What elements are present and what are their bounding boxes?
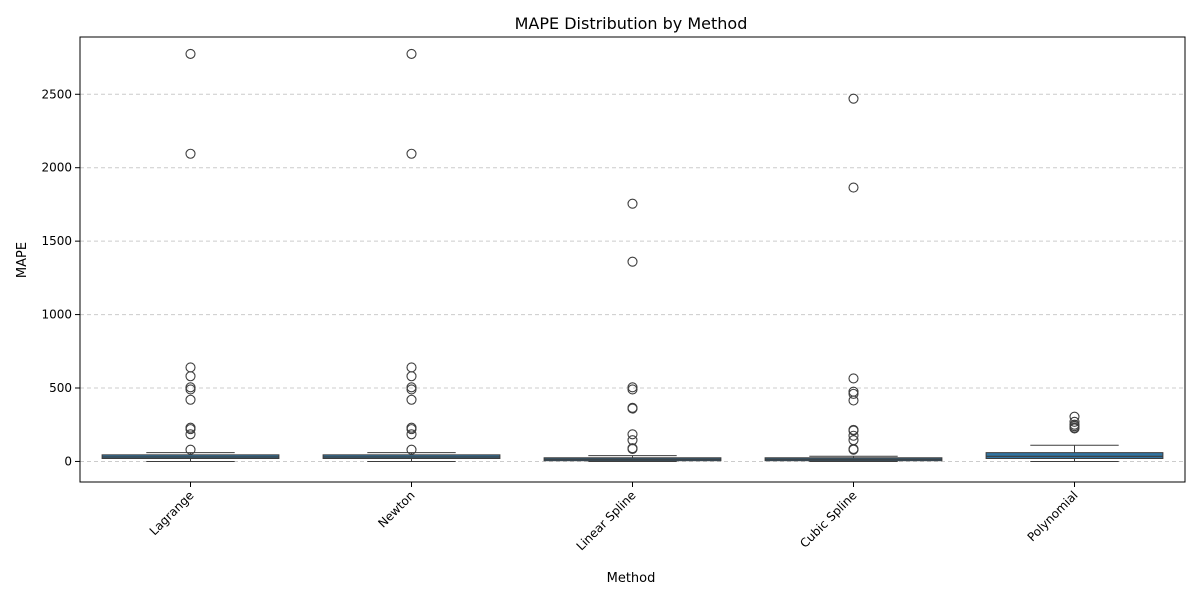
- y-tick-label: 1500: [41, 234, 72, 248]
- outlier-point: [185, 148, 196, 159]
- outlier-point: [848, 373, 859, 384]
- outlier-point: [185, 384, 196, 395]
- outlier-point: [185, 444, 196, 455]
- chart-title: MAPE Distribution by Method: [515, 14, 748, 33]
- outlier-point: [848, 425, 859, 436]
- outlier-point: [627, 429, 638, 440]
- box-iqr: [985, 452, 1164, 460]
- boxes-layer: [101, 444, 1164, 462]
- outlier-point: [627, 443, 638, 455]
- x-tick-label: Lagrange: [147, 488, 197, 538]
- outlier-point: [406, 444, 417, 455]
- x-axis-label: Method: [607, 571, 656, 586]
- outlier-point: [848, 182, 859, 193]
- x-tick-label: Cubic Spline: [797, 488, 859, 550]
- y-axis-ticks: 0 500 1000 1500 2000 2500: [41, 87, 80, 468]
- outlier-point: [1069, 416, 1080, 427]
- outlier-point: [406, 148, 417, 159]
- outlier-point: [185, 424, 196, 435]
- y-tick-label: 1000: [41, 308, 72, 322]
- outlier-point: [406, 362, 417, 373]
- outlier-point: [1069, 423, 1080, 434]
- outlier-point: [406, 424, 417, 435]
- outlier-point: [406, 429, 417, 440]
- y-tick-label: 2500: [41, 87, 72, 101]
- y-tick-label: 0: [64, 454, 72, 468]
- x-tick-label: Newton: [375, 488, 417, 530]
- outlier-point: [185, 394, 196, 405]
- x-tick-label: Linear Spline: [574, 488, 639, 553]
- y-tick-label: 2000: [41, 161, 72, 175]
- outlier-point: [406, 371, 417, 382]
- outlier-point: [627, 403, 638, 414]
- outlier-point: [185, 429, 196, 440]
- y-tick-label: 500: [49, 381, 72, 395]
- outlier-point: [848, 93, 859, 104]
- grid-lines: [80, 93, 1185, 462]
- outlier-point: [406, 384, 417, 395]
- y-axis-label: MAPE: [15, 242, 30, 278]
- outlier-point: [185, 382, 196, 393]
- outlier-point: [848, 444, 859, 455]
- outlier-point: [627, 256, 638, 267]
- outlier-point: [627, 382, 638, 393]
- outlier-point: [627, 384, 638, 395]
- outlier-point: [185, 371, 196, 382]
- outlier-point: [406, 48, 417, 59]
- outlier-point: [627, 198, 638, 209]
- outlier-point: [185, 362, 196, 373]
- outliers-layer: [185, 48, 1080, 455]
- outlier-point: [406, 382, 417, 393]
- x-axis-ticks: Lagrange Newton Linear Spline Cubic Spline P…: [147, 482, 1081, 553]
- outlier-point: [848, 430, 859, 441]
- plot-frame: [79, 36, 1186, 483]
- outlier-point: [406, 394, 417, 405]
- outlier-point: [848, 388, 859, 399]
- outlier-point: [185, 48, 196, 59]
- outlier-point: [848, 386, 859, 397]
- x-tick-label: Polynomial: [1025, 488, 1081, 544]
- outlier-point: [848, 395, 859, 406]
